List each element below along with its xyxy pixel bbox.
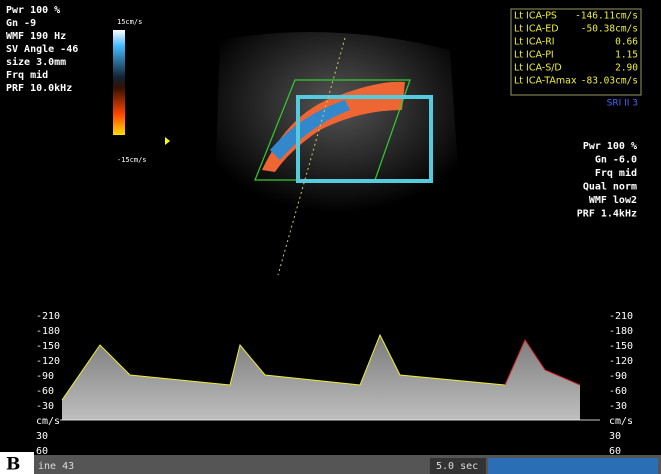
velocity-label-left: -90 [36, 371, 54, 382]
velocity-label-right: -60 [609, 386, 627, 397]
measure-name: Lt ICA-PI [514, 50, 554, 61]
panel-label: B [6, 455, 20, 474]
measure-value: -50.38cm/s [581, 24, 638, 35]
velocity-label-right: -210 [609, 311, 633, 322]
right-param: Qual norm [583, 182, 637, 193]
velocity-label-right: -30 [609, 401, 627, 412]
left-param: Frq mid [6, 69, 48, 81]
left-param: size 3.0mm [6, 56, 66, 68]
right-param: Gn -6.0 [595, 155, 637, 166]
velocity-label-right: cm/s [609, 416, 633, 427]
velocity-label-left: -210 [36, 311, 60, 322]
measure-value: -83.03cm/s [581, 76, 638, 87]
measure-value: -146.11cm/s [575, 11, 638, 22]
velocity-label-left: -150 [36, 341, 60, 352]
velocity-label-right: -90 [609, 371, 627, 382]
velocity-label-left: -120 [36, 356, 60, 367]
measure-name: Lt ICA-ED [514, 24, 559, 35]
velocity-label-right: 60 [609, 446, 621, 457]
sri-label: SRI II 3 [607, 99, 638, 109]
right-param: Frq mid [595, 167, 637, 179]
measure-value: 1.15 [615, 50, 638, 61]
measure-value: 2.90 [615, 63, 638, 74]
b-mode-image [215, 32, 460, 213]
measure-name: Lt ICA-RI [514, 37, 555, 48]
ultrasound-screen: Pwr 100 % Gn -9 WMF 190 Hz SV Angle -46size… [0, 0, 661, 474]
velocity-label-right: 30 [609, 431, 621, 442]
velocity-label-left: 60 [36, 446, 48, 457]
velocity-label-right: -120 [609, 356, 633, 367]
right-param: WMF low2 [589, 195, 637, 206]
velocity-label-left: -30 [36, 401, 54, 412]
footer-time: 5.0 sec [436, 461, 478, 472]
left-param: WMF 190 Hz [6, 31, 66, 42]
color-bar [113, 30, 125, 135]
velocity-label-right: -180 [609, 326, 633, 337]
right-param: PRF 1.4kHz [577, 209, 637, 220]
scale-top: 15cm/s [117, 18, 142, 26]
left-param: SV Angle -46 [6, 44, 78, 55]
scale-bottom: -15cm/s [117, 156, 147, 164]
velocity-label-right: -150 [609, 341, 633, 352]
measure-name: Lt ICA-S/D [514, 63, 562, 74]
measure-value: 0.66 [615, 37, 638, 48]
velocity-label-left: cm/s [36, 416, 60, 427]
velocity-label-left: -180 [36, 326, 60, 337]
footer-left: ine 43 [38, 461, 74, 472]
velocity-label-left: -60 [36, 386, 54, 397]
left-param: Gn -9 [6, 18, 36, 29]
velocity-label-left: 30 [36, 431, 48, 442]
measure-name: Lt ICA-PS [514, 11, 557, 22]
footer-progress [488, 458, 658, 474]
left-param: PRF 10.0kHz [6, 83, 72, 94]
right-param: Pwr 100 % [583, 141, 637, 152]
left-param: Pwr 100 % [6, 5, 60, 16]
measure-name: Lt ICA-TAmax [514, 76, 577, 87]
